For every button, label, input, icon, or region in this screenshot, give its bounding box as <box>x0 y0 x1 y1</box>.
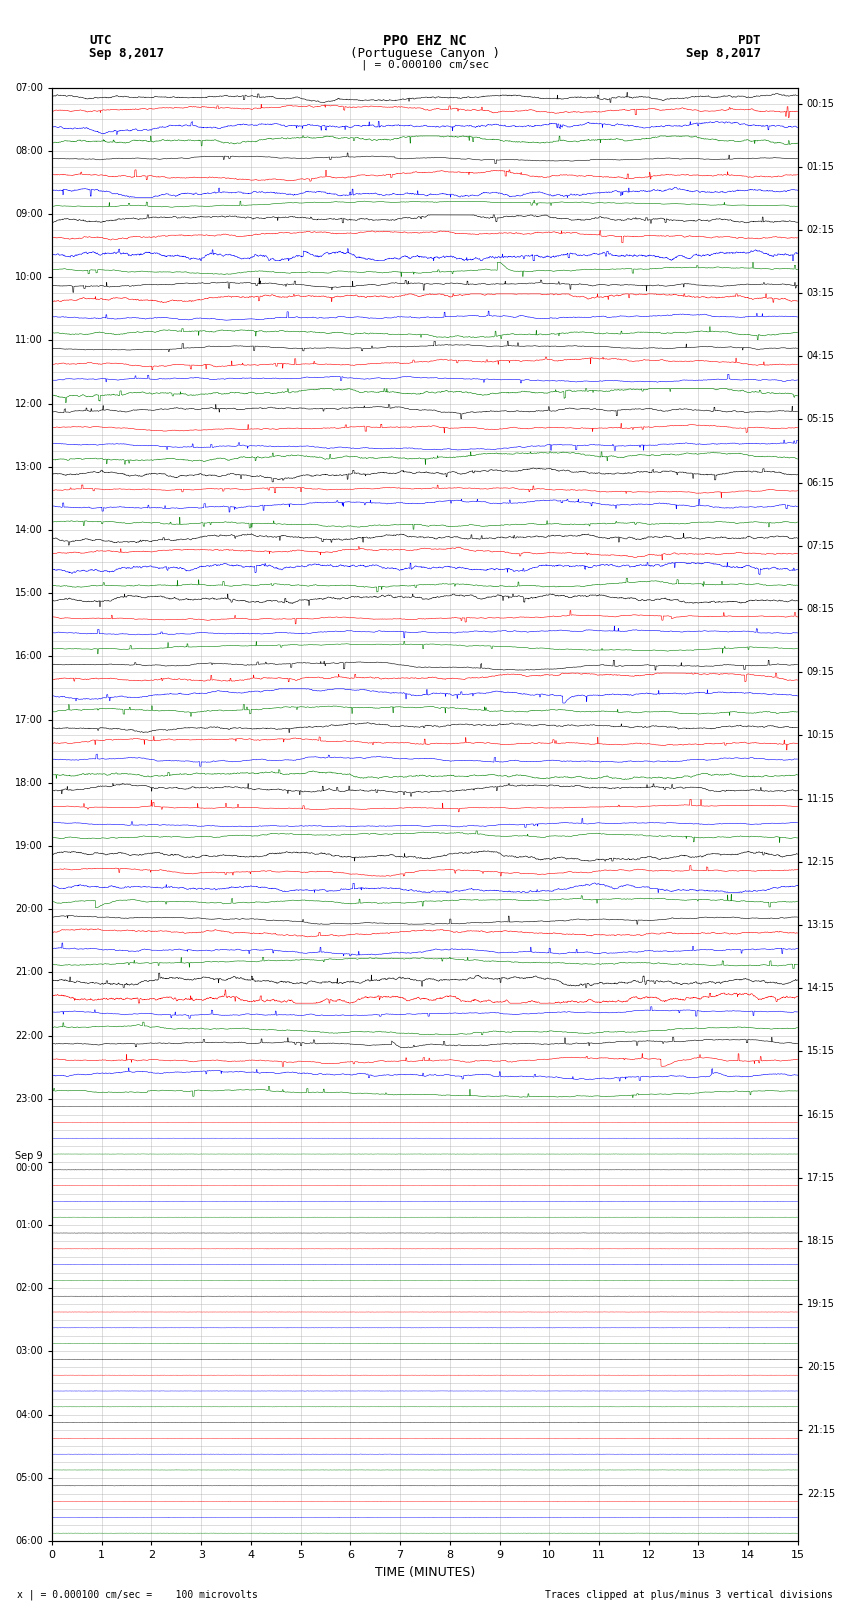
Text: (Portuguese Canyon ): (Portuguese Canyon ) <box>350 47 500 60</box>
Text: Sep 8,2017: Sep 8,2017 <box>89 47 164 60</box>
Text: PDT: PDT <box>739 34 761 47</box>
X-axis label: TIME (MINUTES): TIME (MINUTES) <box>375 1566 475 1579</box>
Text: Traces clipped at plus/minus 3 vertical divisions: Traces clipped at plus/minus 3 vertical … <box>545 1590 833 1600</box>
Text: UTC: UTC <box>89 34 111 47</box>
Text: | = 0.000100 cm/sec: | = 0.000100 cm/sec <box>361 60 489 71</box>
Text: Sep 8,2017: Sep 8,2017 <box>686 47 761 60</box>
Text: PPO EHZ NC: PPO EHZ NC <box>383 34 467 48</box>
Text: x | = 0.000100 cm/sec =    100 microvolts: x | = 0.000100 cm/sec = 100 microvolts <box>17 1589 258 1600</box>
